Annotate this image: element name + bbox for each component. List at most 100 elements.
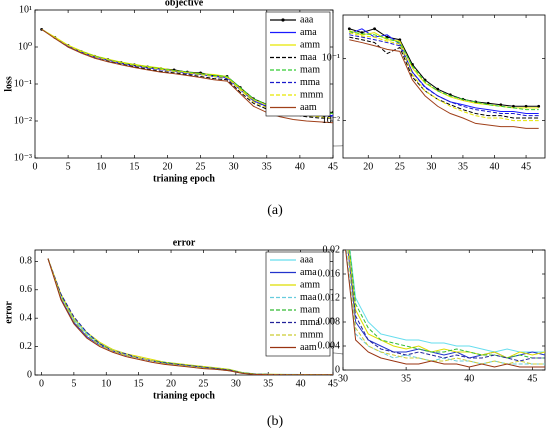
chart-title: objective bbox=[165, 0, 204, 8]
y-tick-label: 0.2 bbox=[20, 341, 33, 352]
x-tick-label: 15 bbox=[134, 378, 144, 389]
legend-label: maa bbox=[300, 292, 317, 303]
x-tick-label: 35 bbox=[401, 373, 411, 384]
series-line bbox=[349, 34, 539, 117]
x-tick-label: 30 bbox=[231, 378, 241, 389]
y-axis-label: error bbox=[3, 301, 14, 324]
series-marker bbox=[499, 103, 503, 107]
series-line bbox=[349, 39, 539, 129]
x-tick-label: 35 bbox=[262, 161, 272, 172]
series-line bbox=[41, 28, 333, 124]
series-line bbox=[347, 250, 545, 359]
series-line bbox=[349, 250, 545, 359]
y-tick-label: 0.004 bbox=[318, 340, 341, 351]
legend-label: amm bbox=[300, 39, 320, 50]
x-tick-label: 40 bbox=[295, 161, 305, 172]
y-tick-label: 10⁻¹ bbox=[14, 78, 32, 89]
legend-marker bbox=[281, 18, 285, 22]
series-line bbox=[349, 32, 539, 122]
series-line bbox=[349, 28, 539, 107]
chart: 0 5 10 15 20 25 30 35 40 45 10⁻³ 10⁻² 10⁻¹ 10⁰ 10¹ obje… bbox=[3, 0, 338, 184]
y-tick-label: 0.012 bbox=[318, 292, 341, 303]
x-tick-label: 15 bbox=[129, 161, 139, 172]
y-tick-label: 10⁻³ bbox=[14, 152, 32, 163]
legend-box bbox=[265, 11, 331, 117]
x-tick-label: 0 bbox=[39, 378, 44, 389]
legend-label: maa bbox=[300, 52, 317, 63]
y-tick-label: 0.6 bbox=[20, 284, 33, 295]
legend-label: mmm bbox=[300, 329, 324, 340]
series-group bbox=[47, 258, 333, 375]
y-tick-label: 10⁻¹ bbox=[322, 53, 340, 64]
y-tick-label: 0.4 bbox=[20, 312, 33, 323]
plot-frame bbox=[342, 14, 546, 159]
x-tick-label: 30 bbox=[338, 373, 348, 384]
series-line bbox=[47, 258, 333, 375]
y-tick-label: 0 bbox=[27, 369, 32, 380]
legend-label: mam bbox=[300, 304, 320, 315]
series-group bbox=[347, 27, 541, 129]
legend-label: mmm bbox=[300, 89, 324, 100]
legend-label: aaa bbox=[300, 254, 314, 265]
legend-label: ama bbox=[300, 267, 317, 278]
x-tick-label: 40 bbox=[490, 161, 500, 172]
x-tick-label: 35 bbox=[458, 161, 468, 172]
series-marker bbox=[512, 104, 515, 108]
legend-label: mam bbox=[300, 64, 320, 75]
chart: 0 5 10 15 20 25 30 35 40 45 0 0.2 0.4 0.6 0.8 error tria… bbox=[3, 237, 338, 401]
legend-label: aaa bbox=[300, 14, 314, 25]
y-tick-label: 10¹ bbox=[19, 4, 32, 15]
x-tick-label: 40 bbox=[296, 378, 306, 389]
y-tick-label: 0.02 bbox=[323, 244, 341, 255]
y-tick-label: 10⁻² bbox=[14, 115, 32, 126]
x-tick-label: 40 bbox=[464, 373, 474, 384]
series-line bbox=[47, 258, 333, 375]
legend-label: aam bbox=[300, 102, 317, 113]
series-marker bbox=[537, 104, 541, 108]
series-line bbox=[47, 258, 333, 375]
y-tick-label: 0.8 bbox=[20, 256, 33, 267]
series-line bbox=[349, 31, 539, 111]
series-marker bbox=[411, 63, 414, 66]
x-tick-label: 25 bbox=[395, 161, 405, 172]
x-tick-label: 10 bbox=[101, 378, 111, 389]
series-line bbox=[348, 250, 545, 359]
x-tick-label: 5 bbox=[66, 161, 71, 172]
series-line bbox=[349, 250, 545, 353]
y-tick-label: 0 bbox=[335, 364, 340, 375]
x-tick-label: 45 bbox=[521, 161, 531, 172]
y-tick-label: 0.016 bbox=[318, 268, 341, 279]
x-tick-label: 0 bbox=[33, 161, 38, 172]
legend-label: amm bbox=[300, 279, 320, 290]
x-tick-label: 45 bbox=[328, 161, 338, 172]
panel-label: (b) bbox=[267, 414, 284, 429]
legend-label: mma bbox=[300, 317, 321, 328]
series-marker bbox=[373, 27, 376, 31]
x-tick-label: 25 bbox=[198, 378, 208, 389]
x-tick-label: 35 bbox=[263, 378, 273, 389]
x-tick-label: 30 bbox=[229, 161, 239, 172]
panel-label: (a) bbox=[267, 203, 283, 218]
chart-title: error bbox=[173, 237, 196, 248]
series-marker bbox=[524, 104, 528, 108]
y-axis-label: loss bbox=[3, 76, 14, 92]
y-tick-label: 0.008 bbox=[318, 316, 341, 327]
x-axis-label: trianing epoch bbox=[153, 173, 215, 184]
series-marker bbox=[398, 38, 402, 42]
x-tick-label: 5 bbox=[71, 378, 76, 389]
y-tick-label: 10⁻² bbox=[322, 115, 340, 126]
legend-label: ama bbox=[300, 27, 317, 38]
x-axis-label: trianing epoch bbox=[153, 390, 215, 401]
series-marker bbox=[436, 87, 440, 91]
series-line bbox=[347, 250, 545, 362]
legend-label: mma bbox=[300, 77, 321, 88]
x-tick-label: 45 bbox=[527, 373, 537, 384]
chart: 20 25 30 35 40 45 10⁻² 10⁻¹ bbox=[322, 14, 546, 172]
x-tick-label: 25 bbox=[196, 161, 206, 172]
x-tick-label: 30 bbox=[426, 161, 436, 172]
x-tick-label: 20 bbox=[166, 378, 176, 389]
x-tick-label: 20 bbox=[363, 161, 373, 172]
series-line bbox=[41, 28, 333, 119]
series-group bbox=[345, 250, 545, 368]
